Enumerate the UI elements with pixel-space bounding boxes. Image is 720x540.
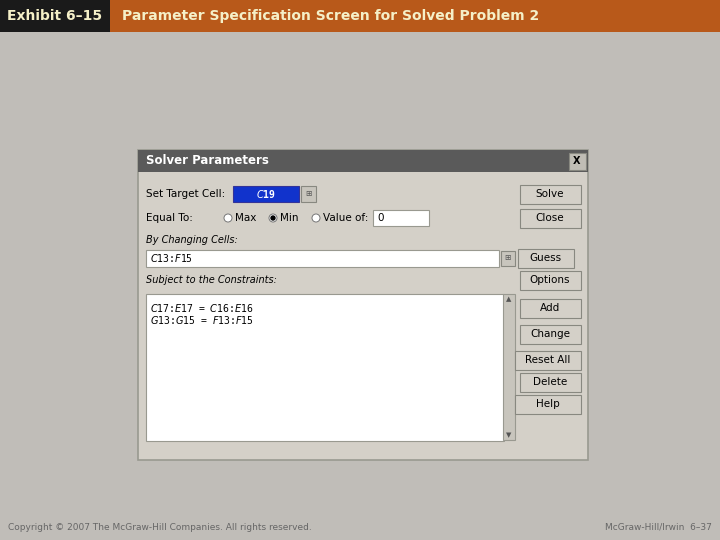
Text: $G$13:$G$15 = $F$13:$F$15: $G$13:$G$15 = $F$13:$F$15 <box>150 314 254 326</box>
FancyBboxPatch shape <box>520 185 580 204</box>
FancyBboxPatch shape <box>503 294 515 440</box>
FancyBboxPatch shape <box>0 0 110 32</box>
Text: Delete: Delete <box>533 377 567 387</box>
Text: Max: Max <box>235 213 256 223</box>
FancyBboxPatch shape <box>145 294 503 441</box>
Text: Equal To:: Equal To: <box>146 213 193 223</box>
Text: Add: Add <box>540 303 560 313</box>
Text: Close: Close <box>536 213 564 223</box>
FancyBboxPatch shape <box>300 186 315 202</box>
Text: X: X <box>573 156 581 166</box>
FancyBboxPatch shape <box>138 150 588 460</box>
FancyBboxPatch shape <box>372 210 428 226</box>
Text: McGraw-Hill/Irwin  6–37: McGraw-Hill/Irwin 6–37 <box>605 523 712 532</box>
Text: Help: Help <box>536 399 559 409</box>
Circle shape <box>269 214 277 222</box>
FancyBboxPatch shape <box>520 271 580 289</box>
Text: Copyright © 2007 The McGraw-Hill Companies. All rights reserved.: Copyright © 2007 The McGraw-Hill Compani… <box>8 523 312 532</box>
FancyBboxPatch shape <box>569 152 585 170</box>
Text: Options: Options <box>530 275 570 285</box>
Text: $C$13:$F$15: $C$13:$F$15 <box>150 252 193 264</box>
Text: ⊞: ⊞ <box>305 190 311 199</box>
FancyBboxPatch shape <box>520 208 580 227</box>
FancyBboxPatch shape <box>520 299 580 318</box>
FancyBboxPatch shape <box>520 373 580 392</box>
Text: ▼: ▼ <box>506 432 512 438</box>
Text: Value of:: Value of: <box>323 213 369 223</box>
Text: Set Target Cell:: Set Target Cell: <box>146 189 225 199</box>
Circle shape <box>312 214 320 222</box>
Text: Solve: Solve <box>536 189 564 199</box>
Text: Reset All: Reset All <box>525 355 570 365</box>
Text: By Changing Cells:: By Changing Cells: <box>146 235 238 245</box>
FancyBboxPatch shape <box>500 251 515 266</box>
Text: Solver Parameters: Solver Parameters <box>146 154 269 167</box>
FancyBboxPatch shape <box>233 186 299 202</box>
FancyBboxPatch shape <box>518 248 574 267</box>
FancyBboxPatch shape <box>138 150 588 172</box>
Text: Parameter Specification Screen for Solved Problem 2: Parameter Specification Screen for Solve… <box>122 9 539 23</box>
Text: 0: 0 <box>377 213 384 223</box>
Text: ▲: ▲ <box>506 296 512 302</box>
Circle shape <box>224 214 232 222</box>
Text: $C$17:$E$17 = $C$16:$E$16: $C$17:$E$17 = $C$16:$E$16 <box>150 302 253 314</box>
Circle shape <box>271 216 275 220</box>
FancyBboxPatch shape <box>110 0 720 32</box>
FancyBboxPatch shape <box>515 350 580 369</box>
FancyBboxPatch shape <box>145 249 498 267</box>
Text: Min: Min <box>280 213 299 223</box>
Text: Exhibit 6–15: Exhibit 6–15 <box>7 9 102 23</box>
Text: $C$19: $C$19 <box>256 188 276 200</box>
Text: Guess: Guess <box>529 253 562 263</box>
FancyBboxPatch shape <box>520 325 580 343</box>
Text: Change: Change <box>530 329 570 339</box>
Text: Subject to the Constraints:: Subject to the Constraints: <box>146 275 277 285</box>
Text: ⊞: ⊞ <box>504 253 510 262</box>
FancyBboxPatch shape <box>515 395 580 414</box>
